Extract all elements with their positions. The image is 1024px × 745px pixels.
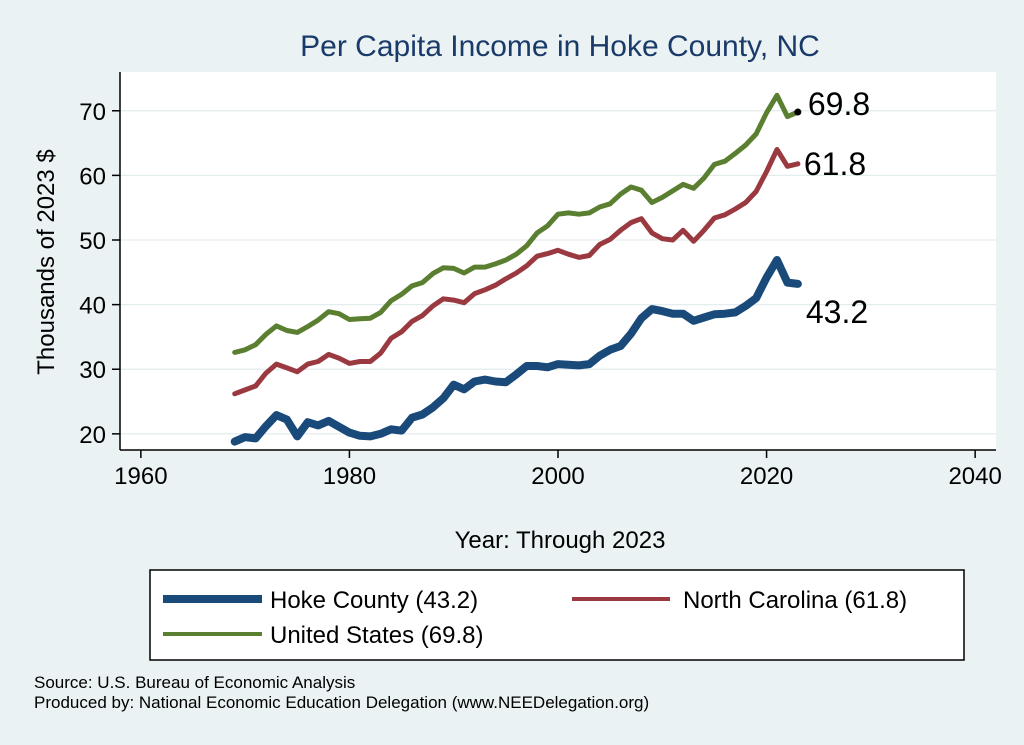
x-axis-ticks: 1960 1980 2000 2020 2040 [114, 450, 1002, 490]
legend-label-nc: North Carolina (61.8) [683, 587, 907, 614]
end-labels: 43.2 61.8 69.8 [794, 86, 870, 330]
x-tick-label-2020: 2020 [740, 463, 793, 490]
series-line-north-carolina [232, 147, 801, 397]
y-axis-ticks: 20 30 40 50 60 70 [79, 99, 120, 449]
legend: Hoke County (43.2) North Carolina (61.8)… [149, 569, 965, 661]
x-tick-label-1980: 1980 [323, 463, 376, 490]
gridlines [120, 110, 996, 435]
chart-title: Per Capita Income in Hoke County, NC [300, 30, 820, 63]
source-line: Source: U.S. Bureau of Economic Analysis [34, 673, 355, 692]
y-tick-label-20: 20 [79, 422, 106, 449]
producer-line: Produced by: National Economic Education… [34, 693, 649, 712]
y-tick-label-30: 30 [79, 357, 106, 384]
y-axis-label: Thousands of 2023 $ [33, 149, 60, 375]
legend-box [149, 569, 965, 661]
y-tick-label-70: 70 [79, 99, 106, 126]
y-tick-label-60: 60 [79, 163, 106, 190]
end-marker-united-states [794, 108, 802, 116]
x-tick-label-2000: 2000 [531, 463, 584, 490]
legend-label-hoke: Hoke County (43.2) [270, 587, 478, 614]
end-label-north-carolina: 61.8 [804, 146, 866, 182]
series-lines [230, 92, 802, 446]
legend-label-us: United States (69.8) [270, 622, 483, 649]
end-label-hoke-county: 43.2 [806, 294, 868, 330]
x-axis-label: Year: Through 2023 [455, 527, 666, 554]
end-label-united-states: 69.8 [808, 86, 870, 122]
plot-area [120, 72, 996, 450]
y-tick-label-50: 50 [79, 228, 106, 255]
x-tick-label-1960: 1960 [114, 463, 167, 490]
y-tick-label-40: 40 [79, 293, 106, 320]
series-line-united-states [232, 92, 801, 355]
series-line-hoke-county [230, 256, 802, 446]
x-tick-label-2040: 2040 [948, 463, 1001, 490]
